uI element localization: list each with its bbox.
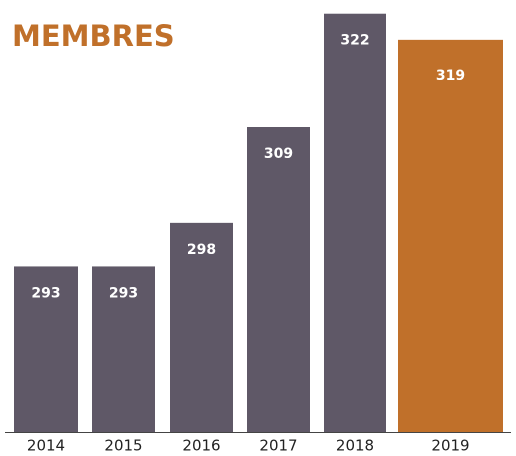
- value-label: 293: [31, 285, 60, 301]
- chart-title: MEMBRES: [12, 19, 175, 53]
- value-label: 319: [436, 68, 465, 84]
- x-tick-label: 2018: [336, 437, 374, 455]
- bar: [398, 39, 503, 432]
- value-label: 322: [340, 33, 369, 49]
- bar: [170, 222, 233, 432]
- bar: [14, 266, 78, 432]
- x-tick-label: 2016: [182, 437, 220, 455]
- x-tick-label: 2019: [431, 437, 469, 455]
- value-label: 293: [109, 285, 138, 301]
- bar: [92, 266, 155, 432]
- bar: [324, 13, 386, 432]
- value-label: 309: [264, 146, 293, 162]
- value-label: 298: [187, 242, 216, 258]
- x-tick-label: 2015: [104, 437, 142, 455]
- x-tick-label: 2017: [259, 437, 297, 455]
- x-tick-label: 2014: [27, 437, 65, 455]
- bar: [247, 127, 310, 432]
